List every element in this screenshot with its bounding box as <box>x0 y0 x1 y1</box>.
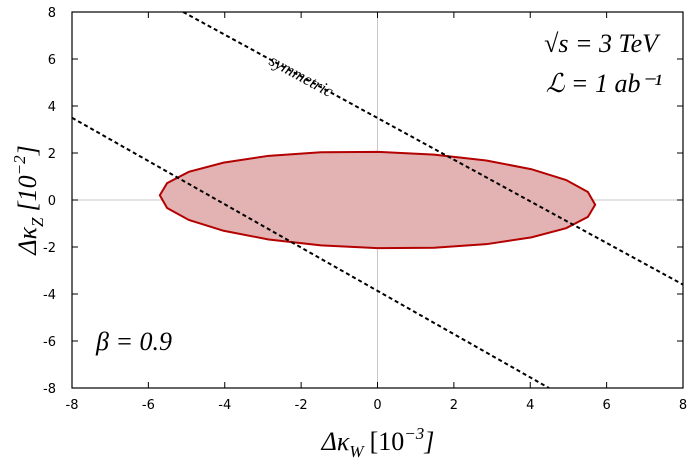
dashed-line <box>182 12 683 286</box>
x-tick-label: -6 <box>142 398 155 413</box>
y-tick-label: -8 <box>43 382 56 397</box>
plot <box>72 12 683 388</box>
y-tick-label: 4 <box>48 100 56 115</box>
x-tick-label: 2 <box>450 398 458 413</box>
x-axis-label: ΔκW [10−3] <box>321 424 435 461</box>
annotation: ℒ = 1 ab⁻¹ <box>546 69 662 98</box>
x-tick-label: -4 <box>218 398 231 413</box>
y-tick-label: 2 <box>48 147 56 162</box>
x-tick-label: 6 <box>602 398 610 413</box>
x-tick-label: 0 <box>373 398 381 413</box>
y-axis-label: ΔκZ[10−2] <box>10 145 47 255</box>
y-tick-label: -6 <box>43 335 56 350</box>
y-tick-label: -2 <box>43 241 56 256</box>
region <box>158 150 597 250</box>
y-tick-label: 0 <box>48 194 56 209</box>
x-tick-label: 8 <box>679 398 687 413</box>
y-tick-label: 8 <box>48 6 56 21</box>
annotation: √s = 3 TeV <box>544 29 661 58</box>
x-tick-label: -8 <box>66 398 79 413</box>
annotation: β = 0.9 <box>95 327 172 356</box>
dashed-line <box>72 116 550 388</box>
x-tick-label: -2 <box>295 398 308 413</box>
x-tick-label: 4 <box>526 398 534 413</box>
y-tick-label: -4 <box>43 288 56 303</box>
y-tick-label: 6 <box>48 53 56 68</box>
